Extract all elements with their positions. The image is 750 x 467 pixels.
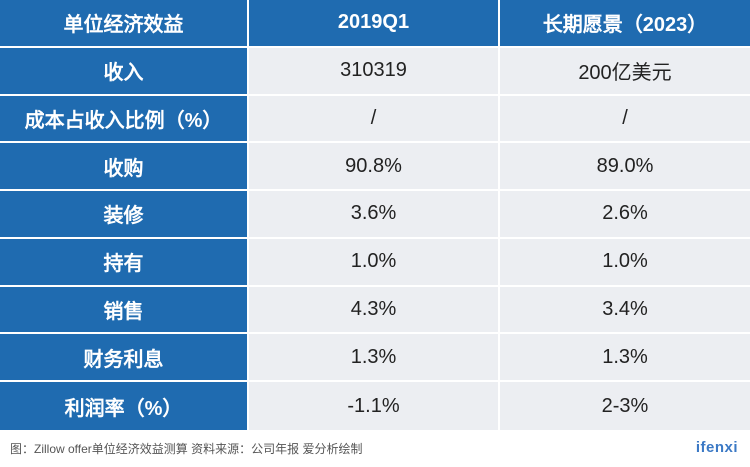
cell-sales-2023: 3.4% [500,286,750,335]
cell-holding-2023: 1.0% [500,238,750,287]
cell-cost-ratio-2023: / [500,95,750,144]
row-label-holding: 持有 [0,238,249,287]
ifenxi-logo: ifenxi [695,439,738,456]
row-label-profit-margin: 利润率（%） [0,382,249,430]
cell-holding-2019q1: 1.0% [249,238,500,287]
row-label-interest: 财务利息 [0,334,249,383]
unit-economics-table: 单位经济效益 2019Q1 长期愿景（2023） 收入 310319 200亿美… [0,0,750,430]
row-label-cost-ratio: 成本占收入比例（%） [0,95,249,144]
row-label-sales: 销售 [0,286,249,335]
cell-revenue-2019q1: 310319 [249,47,500,96]
cell-acquisition-2019q1: 90.8% [249,143,500,192]
cell-revenue-2023: 200亿美元 [500,47,750,96]
cell-acquisition-2023: 89.0% [500,143,750,192]
cell-sales-2019q1: 4.3% [249,286,500,335]
footer: 图：Zillow offer单位经济效益测算 资料来源：公司年报 爱分析绘制 i… [0,430,750,467]
cell-interest-2019q1: 1.3% [249,334,500,383]
source-caption: 图：Zillow offer单位经济效益测算 资料来源：公司年报 爱分析绘制 [10,442,363,456]
row-label-revenue: 收入 [0,47,249,96]
cell-cost-ratio-2019q1: / [249,95,500,144]
row-label-renovation: 装修 [0,191,249,239]
header-cell-2019q1: 2019Q1 [249,0,500,48]
cell-profit-margin-2023: 2-3% [500,382,750,430]
header-cell-long-term: 长期愿景（2023） [500,0,750,48]
row-label-acquisition: 收购 [0,143,249,192]
cell-profit-margin-2019q1: -1.1% [249,382,500,430]
cell-interest-2023: 1.3% [500,334,750,383]
cell-renovation-2019q1: 3.6% [249,191,500,239]
header-cell-metric: 单位经济效益 [0,0,249,48]
cell-renovation-2023: 2.6% [500,191,750,239]
